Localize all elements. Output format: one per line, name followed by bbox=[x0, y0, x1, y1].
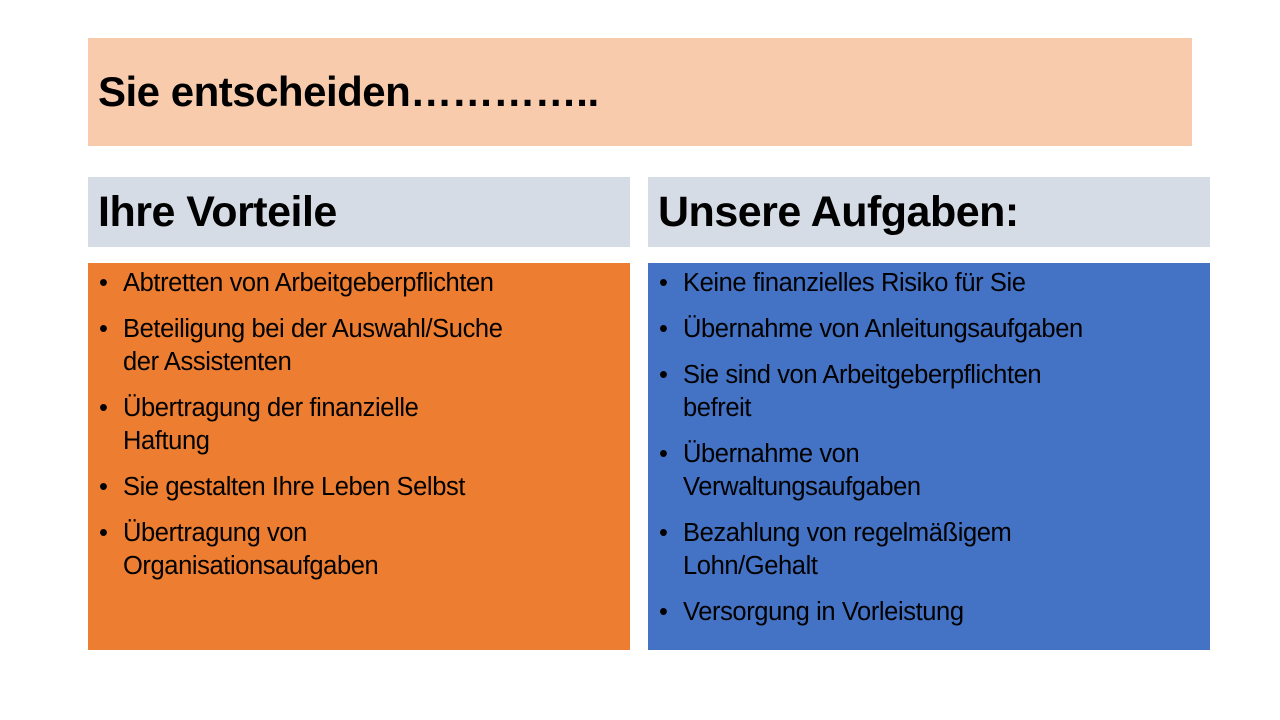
list-item: Keine finanzielles Risiko für Sie bbox=[648, 267, 1210, 300]
advantages-heading: Ihre Vorteile bbox=[98, 187, 337, 236]
list-item: Übernahme von Verwaltungsaufgaben bbox=[648, 438, 1210, 504]
list-item: Übernahme von Anleitungsaufgaben bbox=[648, 313, 1210, 346]
list-item: Übertragung von Organisationsaufgaben bbox=[88, 517, 630, 583]
list-item: Versorgung in Vorleistung bbox=[648, 596, 1210, 629]
list-item: Sie sind von Arbeitgeberpflichten befrei… bbox=[648, 359, 1210, 425]
tasks-heading: Unsere Aufgaben: bbox=[658, 187, 1019, 236]
list-item: Abtretten von Arbeitgeberpflichten bbox=[88, 267, 630, 300]
slide-title: Sie entscheiden………….. bbox=[98, 68, 599, 115]
advantages-heading-box: Ihre Vorteile bbox=[88, 177, 630, 247]
list-item: Bezahlung von regelmäßigem Lohn/Gehalt bbox=[648, 517, 1210, 583]
tasks-list: Keine finanzielles Risiko für Sie Überna… bbox=[648, 263, 1210, 650]
list-item: Beteiligung bei der Auswahl/Suche der As… bbox=[88, 313, 630, 379]
slide-title-box: Sie entscheiden………….. bbox=[88, 38, 1192, 146]
tasks-heading-box: Unsere Aufgaben: bbox=[648, 177, 1210, 247]
advantages-list: Abtretten von Arbeitgeberpflichten Betei… bbox=[88, 263, 630, 650]
list-item: Sie gestalten Ihre Leben Selbst bbox=[88, 471, 630, 504]
list-item: Übertragung der finanzielle Haftung bbox=[88, 392, 630, 458]
